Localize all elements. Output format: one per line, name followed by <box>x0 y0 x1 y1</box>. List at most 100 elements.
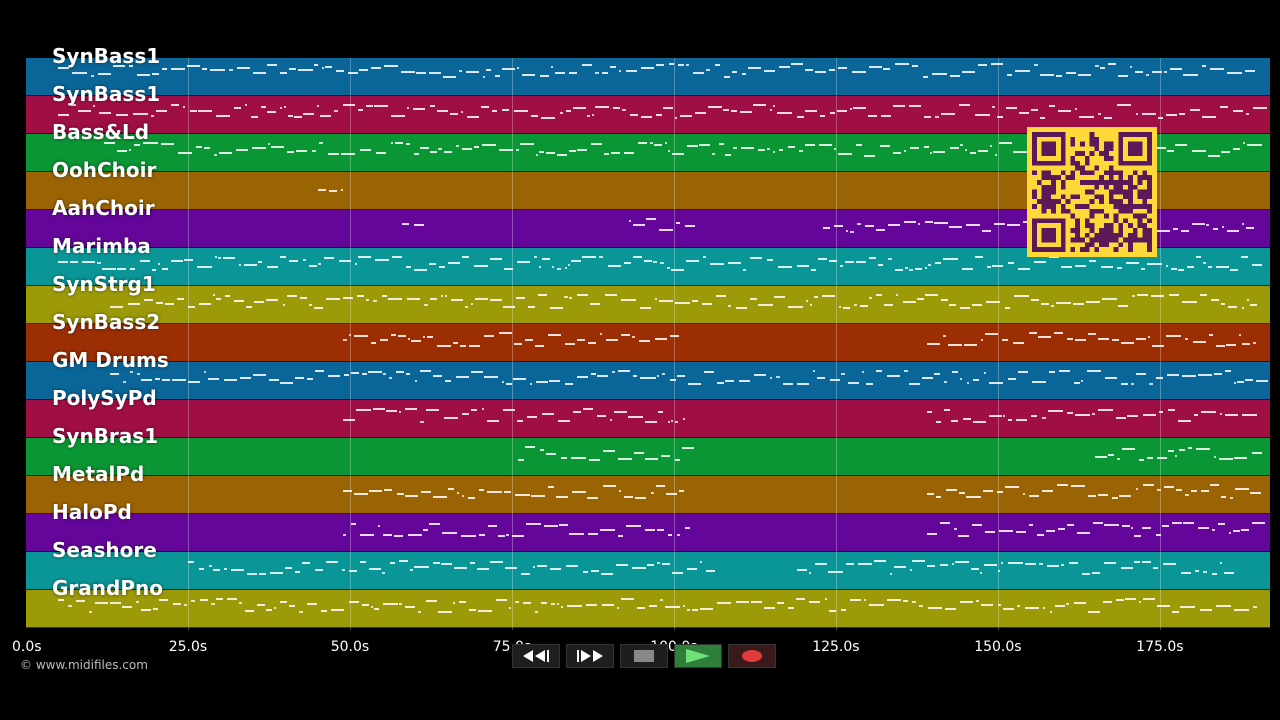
note <box>591 570 599 572</box>
note <box>433 496 447 498</box>
note <box>1073 602 1087 604</box>
note <box>58 114 70 116</box>
note <box>401 223 410 225</box>
note <box>777 266 793 268</box>
note <box>616 607 619 609</box>
note <box>154 378 161 380</box>
play-button[interactable] <box>674 644 722 668</box>
note <box>811 269 817 271</box>
note <box>1040 74 1054 76</box>
note <box>1073 382 1080 384</box>
note <box>230 569 245 571</box>
note <box>810 304 813 306</box>
note <box>414 153 419 155</box>
track-lane[interactable] <box>26 476 1270 514</box>
note <box>582 408 593 410</box>
note <box>1017 268 1031 270</box>
record-button[interactable] <box>728 644 776 668</box>
note <box>951 371 958 373</box>
note <box>1002 415 1006 417</box>
note <box>1182 522 1195 524</box>
note <box>960 144 963 146</box>
note <box>1229 532 1232 534</box>
note <box>876 294 883 296</box>
note <box>568 264 571 266</box>
note <box>712 153 715 155</box>
note <box>399 560 408 562</box>
note <box>1006 224 1020 226</box>
note <box>1075 265 1086 267</box>
note <box>639 307 652 309</box>
track-lane[interactable] <box>26 552 1270 590</box>
note <box>438 148 443 150</box>
note <box>607 265 621 267</box>
note <box>618 490 622 492</box>
note <box>1232 110 1243 112</box>
note <box>595 72 600 74</box>
note <box>134 144 141 146</box>
note <box>545 453 557 455</box>
note <box>944 381 948 383</box>
note <box>1185 494 1189 496</box>
note <box>314 370 325 372</box>
note <box>841 373 846 375</box>
note <box>348 601 359 603</box>
note <box>700 608 714 610</box>
note <box>829 260 837 262</box>
track-lane[interactable] <box>26 438 1270 476</box>
note <box>984 333 999 335</box>
note <box>741 73 747 75</box>
note <box>767 148 771 150</box>
note <box>1031 415 1038 417</box>
track-lane[interactable] <box>26 286 1270 324</box>
note <box>486 69 491 71</box>
stop-button[interactable] <box>620 644 668 668</box>
note <box>571 457 586 459</box>
note <box>383 373 386 375</box>
note <box>430 298 437 300</box>
note <box>1167 409 1176 411</box>
track-lane[interactable] <box>26 400 1270 438</box>
track-lane[interactable] <box>26 590 1270 628</box>
note <box>909 383 921 385</box>
note <box>82 261 95 263</box>
note <box>1242 343 1250 345</box>
rewind-button[interactable] <box>512 644 560 668</box>
note <box>1151 345 1165 347</box>
fast-forward-button[interactable] <box>566 644 614 668</box>
note <box>279 256 286 258</box>
note <box>151 269 157 271</box>
note <box>343 339 347 341</box>
note <box>776 602 785 604</box>
track-lane[interactable] <box>26 362 1270 400</box>
note <box>890 573 893 575</box>
track-lane[interactable] <box>26 58 1270 96</box>
note <box>444 151 453 153</box>
note <box>564 343 575 345</box>
note <box>883 68 890 70</box>
note <box>1040 117 1046 119</box>
note <box>244 610 255 612</box>
track-lane[interactable] <box>26 514 1270 552</box>
note <box>533 566 536 568</box>
note <box>773 105 776 107</box>
note <box>665 606 680 608</box>
note <box>1196 256 1202 258</box>
note <box>425 600 437 602</box>
note <box>1147 336 1151 338</box>
track-name: OohChoir <box>52 158 157 182</box>
note <box>1215 345 1225 347</box>
note <box>1048 105 1055 107</box>
note <box>1168 294 1179 296</box>
note <box>962 71 975 73</box>
note <box>1247 299 1250 301</box>
note <box>1024 563 1036 565</box>
note <box>1108 454 1115 456</box>
note <box>439 266 445 268</box>
note <box>1206 224 1209 226</box>
note <box>716 602 732 604</box>
note <box>102 268 116 270</box>
note <box>893 566 906 568</box>
track-lane[interactable] <box>26 324 1270 362</box>
note <box>405 495 418 497</box>
